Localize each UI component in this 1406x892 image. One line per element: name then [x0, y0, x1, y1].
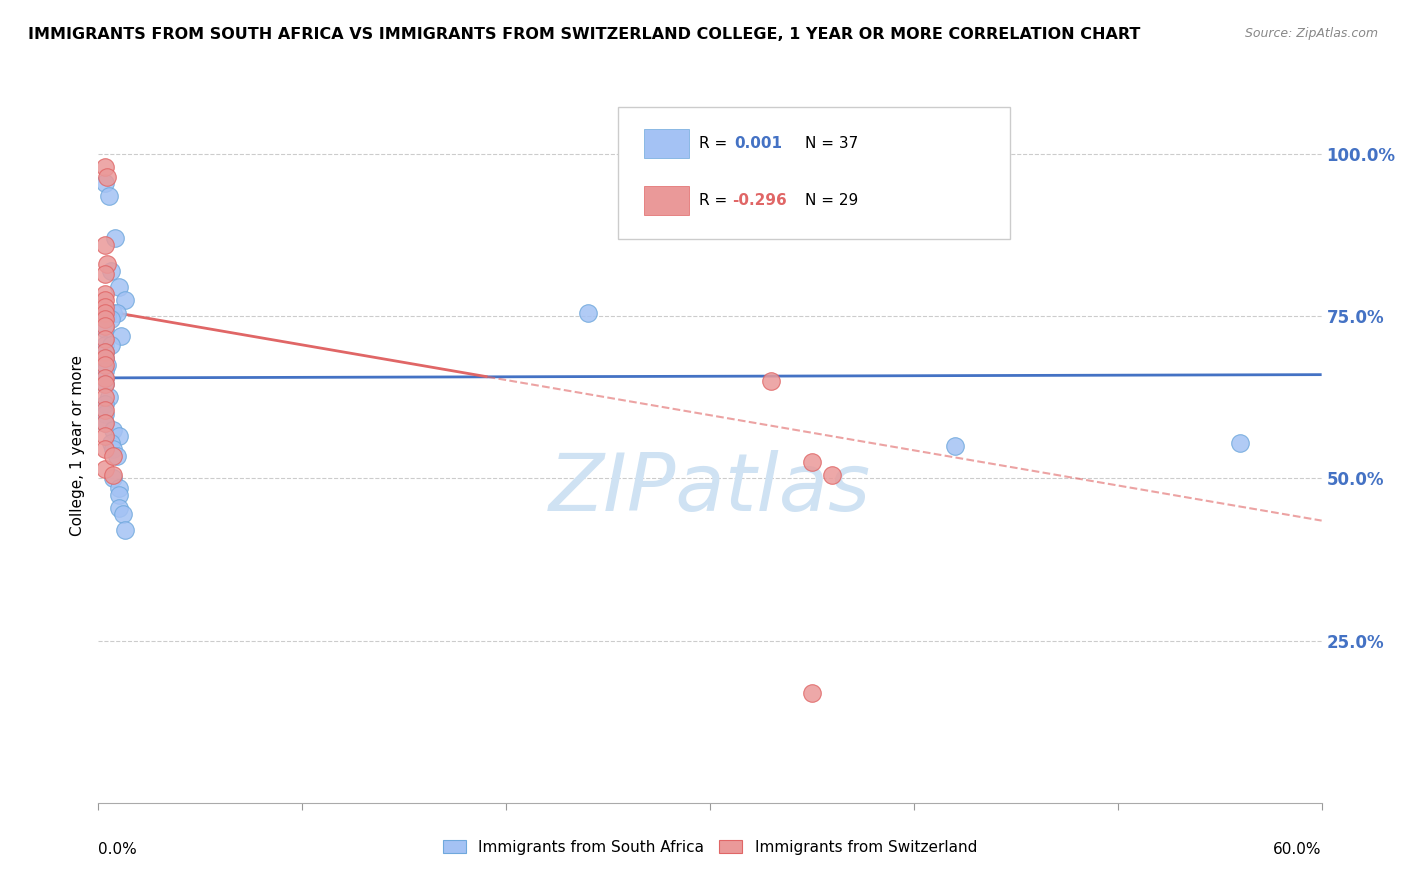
Point [93, 338, 115, 352]
Point [101, 468, 124, 483]
Text: N = 37: N = 37 [806, 136, 859, 151]
Point [93, 238, 115, 252]
Point [105, 306, 128, 320]
Point [93, 318, 115, 333]
Point [93, 371, 115, 385]
Point [93, 176, 115, 190]
Point [576, 306, 599, 320]
Point [1229, 435, 1251, 450]
Text: IMMIGRANTS FROM SOUTH AFRICA VS IMMIGRANTS FROM SWITZERLAND COLLEGE, 1 YEAR OR M: IMMIGRANTS FROM SOUTH AFRICA VS IMMIGRAN… [28, 27, 1140, 42]
Point [761, 374, 783, 388]
Point [96, 358, 118, 372]
Point [93, 364, 115, 378]
Point [100, 338, 122, 352]
Text: Source: ZipAtlas.com: Source: ZipAtlas.com [1244, 27, 1378, 40]
Point [93, 286, 115, 301]
Point [93, 407, 115, 421]
Point [93, 312, 115, 326]
Point [801, 685, 824, 699]
Point [93, 322, 115, 336]
Point [821, 468, 844, 483]
Point [943, 439, 966, 453]
Point [100, 312, 122, 326]
Point [96, 310, 118, 324]
Point [93, 293, 115, 307]
Point [93, 351, 115, 366]
Point [101, 306, 124, 320]
Point [105, 449, 128, 463]
Point [108, 500, 131, 515]
FancyBboxPatch shape [644, 186, 689, 215]
Text: N = 29: N = 29 [806, 193, 859, 208]
Text: R =: R = [699, 193, 727, 208]
Text: 0.001: 0.001 [734, 136, 783, 151]
Text: ZIPatlas: ZIPatlas [548, 450, 872, 528]
Point [108, 429, 131, 443]
Point [93, 371, 115, 385]
Point [93, 429, 115, 443]
Point [108, 481, 131, 495]
Point [101, 423, 124, 437]
Text: -0.296: -0.296 [733, 193, 787, 208]
Point [101, 449, 124, 463]
Point [110, 328, 132, 343]
Point [93, 461, 115, 475]
Point [96, 169, 118, 184]
Point [93, 358, 115, 372]
Point [97, 189, 120, 203]
Text: 0.0%: 0.0% [98, 842, 138, 857]
Text: R =: R = [699, 136, 727, 151]
Point [114, 524, 136, 538]
Point [93, 377, 115, 392]
Point [108, 488, 131, 502]
Point [108, 280, 131, 294]
Point [93, 417, 115, 431]
Point [114, 293, 136, 307]
FancyBboxPatch shape [619, 107, 1010, 239]
FancyBboxPatch shape [644, 129, 689, 158]
Point [93, 345, 115, 359]
Point [93, 160, 115, 174]
Point [96, 257, 118, 271]
Point [93, 345, 115, 359]
Point [801, 455, 824, 469]
Legend: Immigrants from South Africa, Immigrants from Switzerland: Immigrants from South Africa, Immigrants… [437, 833, 983, 861]
Point [104, 231, 127, 245]
Y-axis label: College, 1 year or more: College, 1 year or more [69, 356, 84, 536]
Point [93, 300, 115, 314]
Point [93, 390, 115, 404]
Point [101, 442, 124, 457]
Point [93, 332, 115, 346]
Point [93, 377, 115, 392]
Point [100, 435, 122, 450]
Point [93, 397, 115, 411]
Point [93, 267, 115, 281]
Point [101, 471, 124, 485]
Point [93, 306, 115, 320]
Point [93, 351, 115, 366]
Point [93, 417, 115, 431]
Point [97, 390, 120, 404]
Text: 60.0%: 60.0% [1274, 842, 1322, 857]
Point [111, 507, 134, 521]
Point [100, 264, 122, 278]
Point [93, 442, 115, 457]
Point [93, 403, 115, 417]
